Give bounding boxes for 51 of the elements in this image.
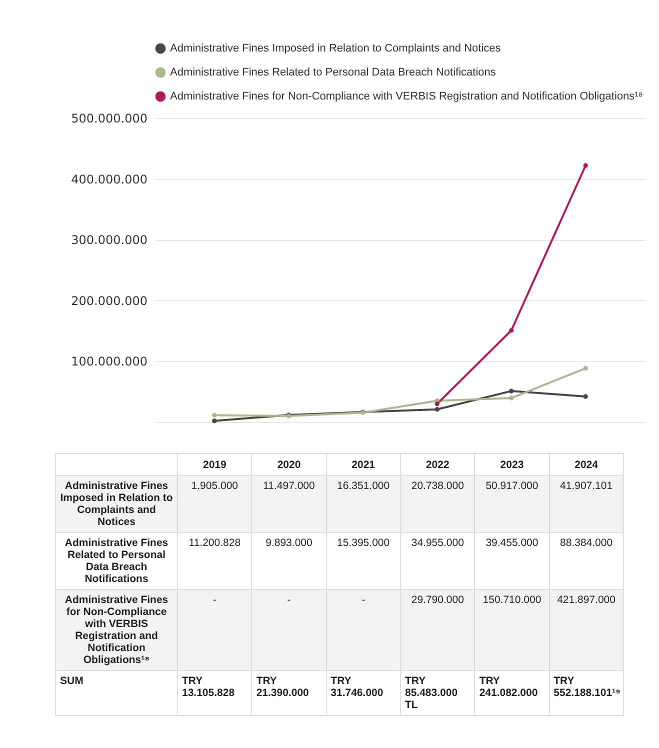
y-tick-label: 500.000.000: [70, 112, 147, 126]
text: TRY 552.188.101¹⁹: [554, 675, 621, 699]
data-label: 50.917.000: [474, 476, 550, 532]
data-label: 11.200.828: [178, 532, 252, 590]
data-label: 150.710.000: [474, 590, 550, 670]
text: Administrative Fines Related to Personal Data Breach Notifications: [64, 537, 168, 585]
point: [582, 163, 588, 168]
legend-label: Administrative Fines Imposed in Relation to Complaints and Notices: [170, 42, 501, 54]
point: [582, 394, 588, 399]
data-label: 41.907.101: [549, 476, 624, 532]
text: -: [212, 594, 216, 606]
x-tick-label: 2019: [178, 454, 252, 476]
x-tick-label: 2024: [549, 454, 624, 476]
data-label: 39.455.000: [474, 532, 550, 590]
text: Administrative Fines Imposed in Relation to Complaints and Notices: [60, 480, 173, 528]
data-label: 15.395.000: [326, 532, 400, 590]
legend-label: Administrative Fines Related to Personal Data Breach Notifications: [170, 66, 496, 78]
text: TRY 21.390.000: [256, 675, 309, 699]
x-tick-label: 2023: [474, 454, 550, 476]
data-label: 11.497.000: [252, 476, 326, 532]
x-tick-label: 2021: [326, 454, 400, 476]
data-label: 1.905.000: [178, 476, 252, 532]
y-tick-label: 300.000.000: [70, 233, 147, 248]
text: TRY 85.483.000 TL: [404, 675, 458, 711]
data-label: 16.351.000: [326, 476, 400, 532]
point: [212, 418, 216, 424]
point: [508, 388, 514, 394]
text: TRY 31.746.000: [330, 675, 384, 699]
legend-label: Administrative Fines for Non-Compliance with VERBIS Registration and Notification Obligations¹⁸: [170, 90, 642, 102]
point: [508, 328, 514, 333]
point: [434, 402, 439, 406]
text: TRY 13.105.828: [182, 675, 235, 699]
data-label: 88.384.000: [549, 532, 624, 590]
point: [582, 366, 588, 371]
y-tick-label: 100.000.000: [70, 354, 147, 369]
data-label: 34.955.000: [400, 532, 475, 590]
data-label: 421.897.000: [549, 590, 624, 670]
point: [212, 412, 216, 418]
text: -: [287, 594, 291, 606]
data-label: 20.738.000: [400, 476, 475, 532]
y-tick-label: 400.000.000: [70, 172, 147, 186]
point: [508, 396, 514, 400]
text: TRY 241.082.000: [479, 675, 538, 699]
text: -: [362, 594, 366, 606]
data-label: 29.790.000: [400, 590, 475, 670]
data-label: 9.893.000: [252, 532, 326, 590]
text: SUM: [56, 670, 178, 716]
text: Administrative Fines for Non-Compliance with VERBIS Registration and Notification Obligations¹⁸: [64, 594, 168, 666]
y-tick-label: 200.000.000: [70, 294, 147, 308]
x-tick-label: 2020: [252, 454, 326, 476]
x-tick-label: 2022: [400, 454, 475, 476]
